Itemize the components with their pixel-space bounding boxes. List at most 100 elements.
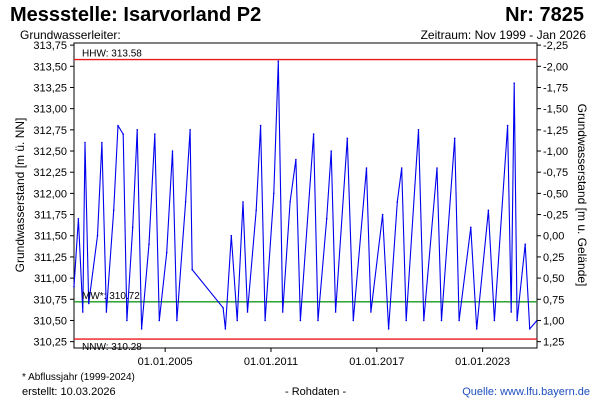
- station-title: Messstelle: Isarvorland P2: [10, 4, 262, 26]
- data-point: [136, 129, 138, 131]
- y-tick-label-right: 0,75: [543, 294, 564, 306]
- data-point: [82, 311, 84, 313]
- groundwater-series-line: [73, 60, 538, 330]
- y-tick-label-left: 311,75: [34, 210, 67, 222]
- y-tick-label-right: -1,00: [543, 146, 568, 158]
- created-date: erstellt: 10.03.2026: [22, 386, 116, 398]
- x-tick-label: 01.01.2023: [455, 356, 510, 368]
- y-tick-label-left: 310,25: [33, 337, 67, 349]
- data-point: [148, 243, 150, 245]
- data-point: [510, 311, 512, 313]
- data-point: [524, 243, 526, 245]
- y-tick-label-right: -0,25: [543, 210, 568, 222]
- data-point: [381, 213, 384, 216]
- data-point: [370, 311, 372, 313]
- data-point: [236, 319, 238, 322]
- y-tick-label-left: 311,00: [34, 273, 67, 285]
- data-point: [165, 251, 168, 254]
- data-point: [417, 129, 420, 131]
- data-point: [158, 319, 161, 322]
- data-point: [312, 133, 315, 135]
- data-point: [317, 319, 319, 322]
- data-point: [230, 234, 233, 237]
- data-point: [122, 133, 124, 135]
- data-point: [423, 319, 425, 322]
- y-tick-label-right: -2,25: [543, 40, 568, 52]
- reference-label-mw: MW*: 310.72: [82, 291, 140, 302]
- data-point: [506, 124, 509, 127]
- data-point: [154, 133, 156, 135]
- y-tick-label-right: -0,75: [543, 167, 568, 179]
- footnote: * Abflussjahr (1999-2024): [22, 372, 135, 383]
- y-tick-label-left: 310,50: [33, 315, 67, 327]
- data-point: [96, 234, 99, 237]
- raw-data-note: - Rohdaten -: [285, 386, 347, 398]
- aquifer-label: Grundwasserleiter:: [20, 28, 121, 42]
- data-point: [400, 167, 403, 169]
- y-tick-label-right: 0,50: [543, 273, 564, 285]
- data-point: [470, 226, 472, 229]
- data-point: [281, 311, 284, 313]
- data-point: [528, 328, 531, 330]
- data-point: [334, 311, 337, 313]
- data-point: [330, 150, 333, 152]
- y-tick-label-left: 311,50: [34, 231, 67, 243]
- x-tick-label: 01.01.2005: [138, 356, 193, 368]
- x-tick-label: 01.01.2011: [244, 356, 298, 368]
- data-point: [396, 201, 399, 203]
- data-point: [513, 82, 515, 84]
- source-link[interactable]: Quelle: www.lfu.bayern.de: [462, 386, 590, 398]
- data-point: [365, 167, 368, 169]
- data-point: [259, 124, 262, 127]
- data-point: [140, 328, 143, 330]
- data-point: [295, 158, 297, 161]
- y-tick-label-left: 312,00: [33, 188, 67, 200]
- y-tick-label-left: 312,25: [33, 167, 67, 179]
- data-point: [84, 141, 86, 144]
- y-tick-label-right: -1,25: [543, 125, 568, 137]
- data-point: [346, 137, 349, 140]
- data-point: [493, 319, 496, 322]
- data-point: [264, 319, 266, 322]
- data-point: [352, 319, 355, 322]
- y-tick-label-right: 0,00: [543, 231, 564, 243]
- data-point: [436, 167, 438, 169]
- data-point: [475, 328, 478, 330]
- x-tick-label: 01.01.2017: [349, 356, 404, 368]
- reference-label-hhw: HHW: 313.58: [82, 49, 142, 60]
- data-point: [126, 319, 128, 322]
- data-point: [191, 268, 193, 271]
- y-tick-label-right: 1,25: [543, 337, 564, 349]
- data-point: [440, 319, 443, 322]
- data-point: [277, 60, 280, 62]
- data-point: [487, 209, 490, 212]
- data-point: [387, 328, 390, 330]
- data-point: [189, 129, 191, 131]
- data-point: [87, 302, 90, 305]
- y-tick-label-right: -2,00: [543, 61, 568, 73]
- data-point: [112, 209, 115, 212]
- data-point: [299, 319, 302, 322]
- y-axis-label-right: Grundwasserstand [m u. Gelände]: [575, 104, 589, 287]
- station-number: Nr: 7825: [505, 4, 584, 26]
- y-tick-label-left: 313,25: [33, 82, 67, 94]
- data-point: [105, 311, 108, 313]
- reference-label-nnw: NNW: 310.28: [82, 342, 142, 353]
- period-label: Zeitraum: Nov 1999 - Jan 2026: [420, 28, 586, 42]
- data-point: [117, 124, 119, 127]
- data-point: [222, 307, 224, 309]
- y-tick-label-left: 310,75: [33, 294, 67, 306]
- y-tick-label-right: -1,50: [543, 104, 568, 116]
- data-point: [458, 319, 460, 322]
- y-tick-label-right: -1,75: [543, 82, 568, 94]
- data-point: [224, 328, 227, 330]
- data-point: [273, 192, 275, 195]
- data-point: [516, 319, 518, 322]
- y-tick-label-right: 1,00: [543, 315, 564, 327]
- data-point: [246, 311, 249, 313]
- y-tick-label-right: -0,50: [543, 188, 568, 200]
- data-point: [255, 209, 257, 212]
- y-tick-label-left: 313,50: [33, 61, 67, 73]
- data-point: [184, 201, 187, 203]
